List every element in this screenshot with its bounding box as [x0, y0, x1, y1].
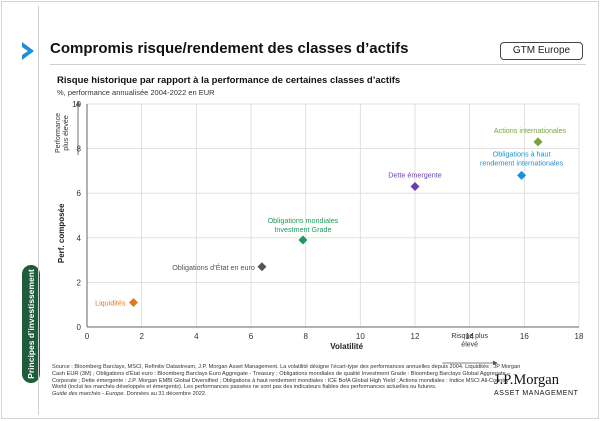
logo-sub-text: ASSET MANAGEMENT: [494, 390, 579, 397]
source-note: Source : Bloomberg Barclays, MSCI, Refin…: [52, 364, 522, 398]
x-tick-label: 6: [249, 332, 254, 341]
data-point: [128, 297, 138, 307]
data-label: rendement internationales: [480, 158, 564, 167]
x-axis-label: Volatilité: [330, 342, 363, 351]
x-tick-label: 12: [411, 332, 420, 341]
data-point: [517, 170, 527, 180]
x-arrow-label: élevé: [461, 342, 478, 349]
x-arrow-label: Risque plus: [451, 333, 488, 340]
sidebar: Principes d’investissement: [8, 0, 46, 421]
x-tick-label: 4: [194, 332, 199, 341]
data-point: [257, 262, 267, 272]
chart-title: Risque historique par rapport à la perfo…: [57, 75, 401, 86]
y-tick-label: 0: [77, 323, 82, 332]
logo-main-text: J.P.Morgan: [494, 372, 559, 388]
jpmorgan-logo: J.P.Morgan ASSET MANAGEMENT: [494, 372, 589, 397]
x-tick-label: 18: [575, 332, 584, 341]
x-tick-label: 8: [303, 332, 308, 341]
page-title: Compromis risque/rendement des classes d…: [50, 40, 409, 57]
data-point: [533, 137, 543, 147]
data-label: Obligations mondiales: [268, 216, 339, 225]
chevron-right-icon[interactable]: [19, 40, 39, 62]
data-point: [298, 235, 308, 245]
data-label: Obligations d’État en euro: [172, 263, 255, 272]
x-tick-label: 16: [520, 332, 529, 341]
y-tick-label: 2: [77, 278, 82, 287]
y-arrow-label: Performance: [55, 113, 62, 153]
sidebar-divider: [38, 6, 39, 415]
x-tick-label: 2: [139, 332, 144, 341]
x-tick-label: 0: [85, 332, 90, 341]
chart-subtitle: %, performance annualisée 2004-2022 en E…: [57, 88, 215, 97]
data-label: Investment Grade: [274, 225, 331, 234]
y-tick-label: 8: [77, 145, 82, 154]
title-divider: [50, 64, 586, 65]
y-tick-label: 6: [77, 189, 82, 198]
section-tab[interactable]: Principes d’investissement: [22, 265, 40, 383]
data-label: Obligations à haut: [493, 149, 551, 158]
data-label: Dette émergente: [388, 171, 442, 180]
date-note: Données au 31 décembre 2022.: [126, 391, 207, 398]
x-tick-label: 14: [465, 332, 474, 341]
y-axis-label: Perf. composée: [57, 203, 66, 263]
data-label: Actions internationales: [494, 126, 567, 135]
data-point: [410, 182, 420, 192]
source-text: Source : Bloomberg Barclays, MSCI, Refin…: [52, 364, 521, 391]
y-arrow-label: plus élevée: [63, 115, 70, 151]
gtm-badge[interactable]: GTM Europe: [500, 42, 583, 60]
x-tick-label: 10: [356, 332, 365, 341]
data-label: Liquidités: [95, 298, 126, 307]
y-tick-label: 4: [77, 234, 82, 243]
guide-name: Guide des marchés - Europe.: [52, 391, 126, 398]
y-tick-label: 10: [72, 100, 81, 109]
